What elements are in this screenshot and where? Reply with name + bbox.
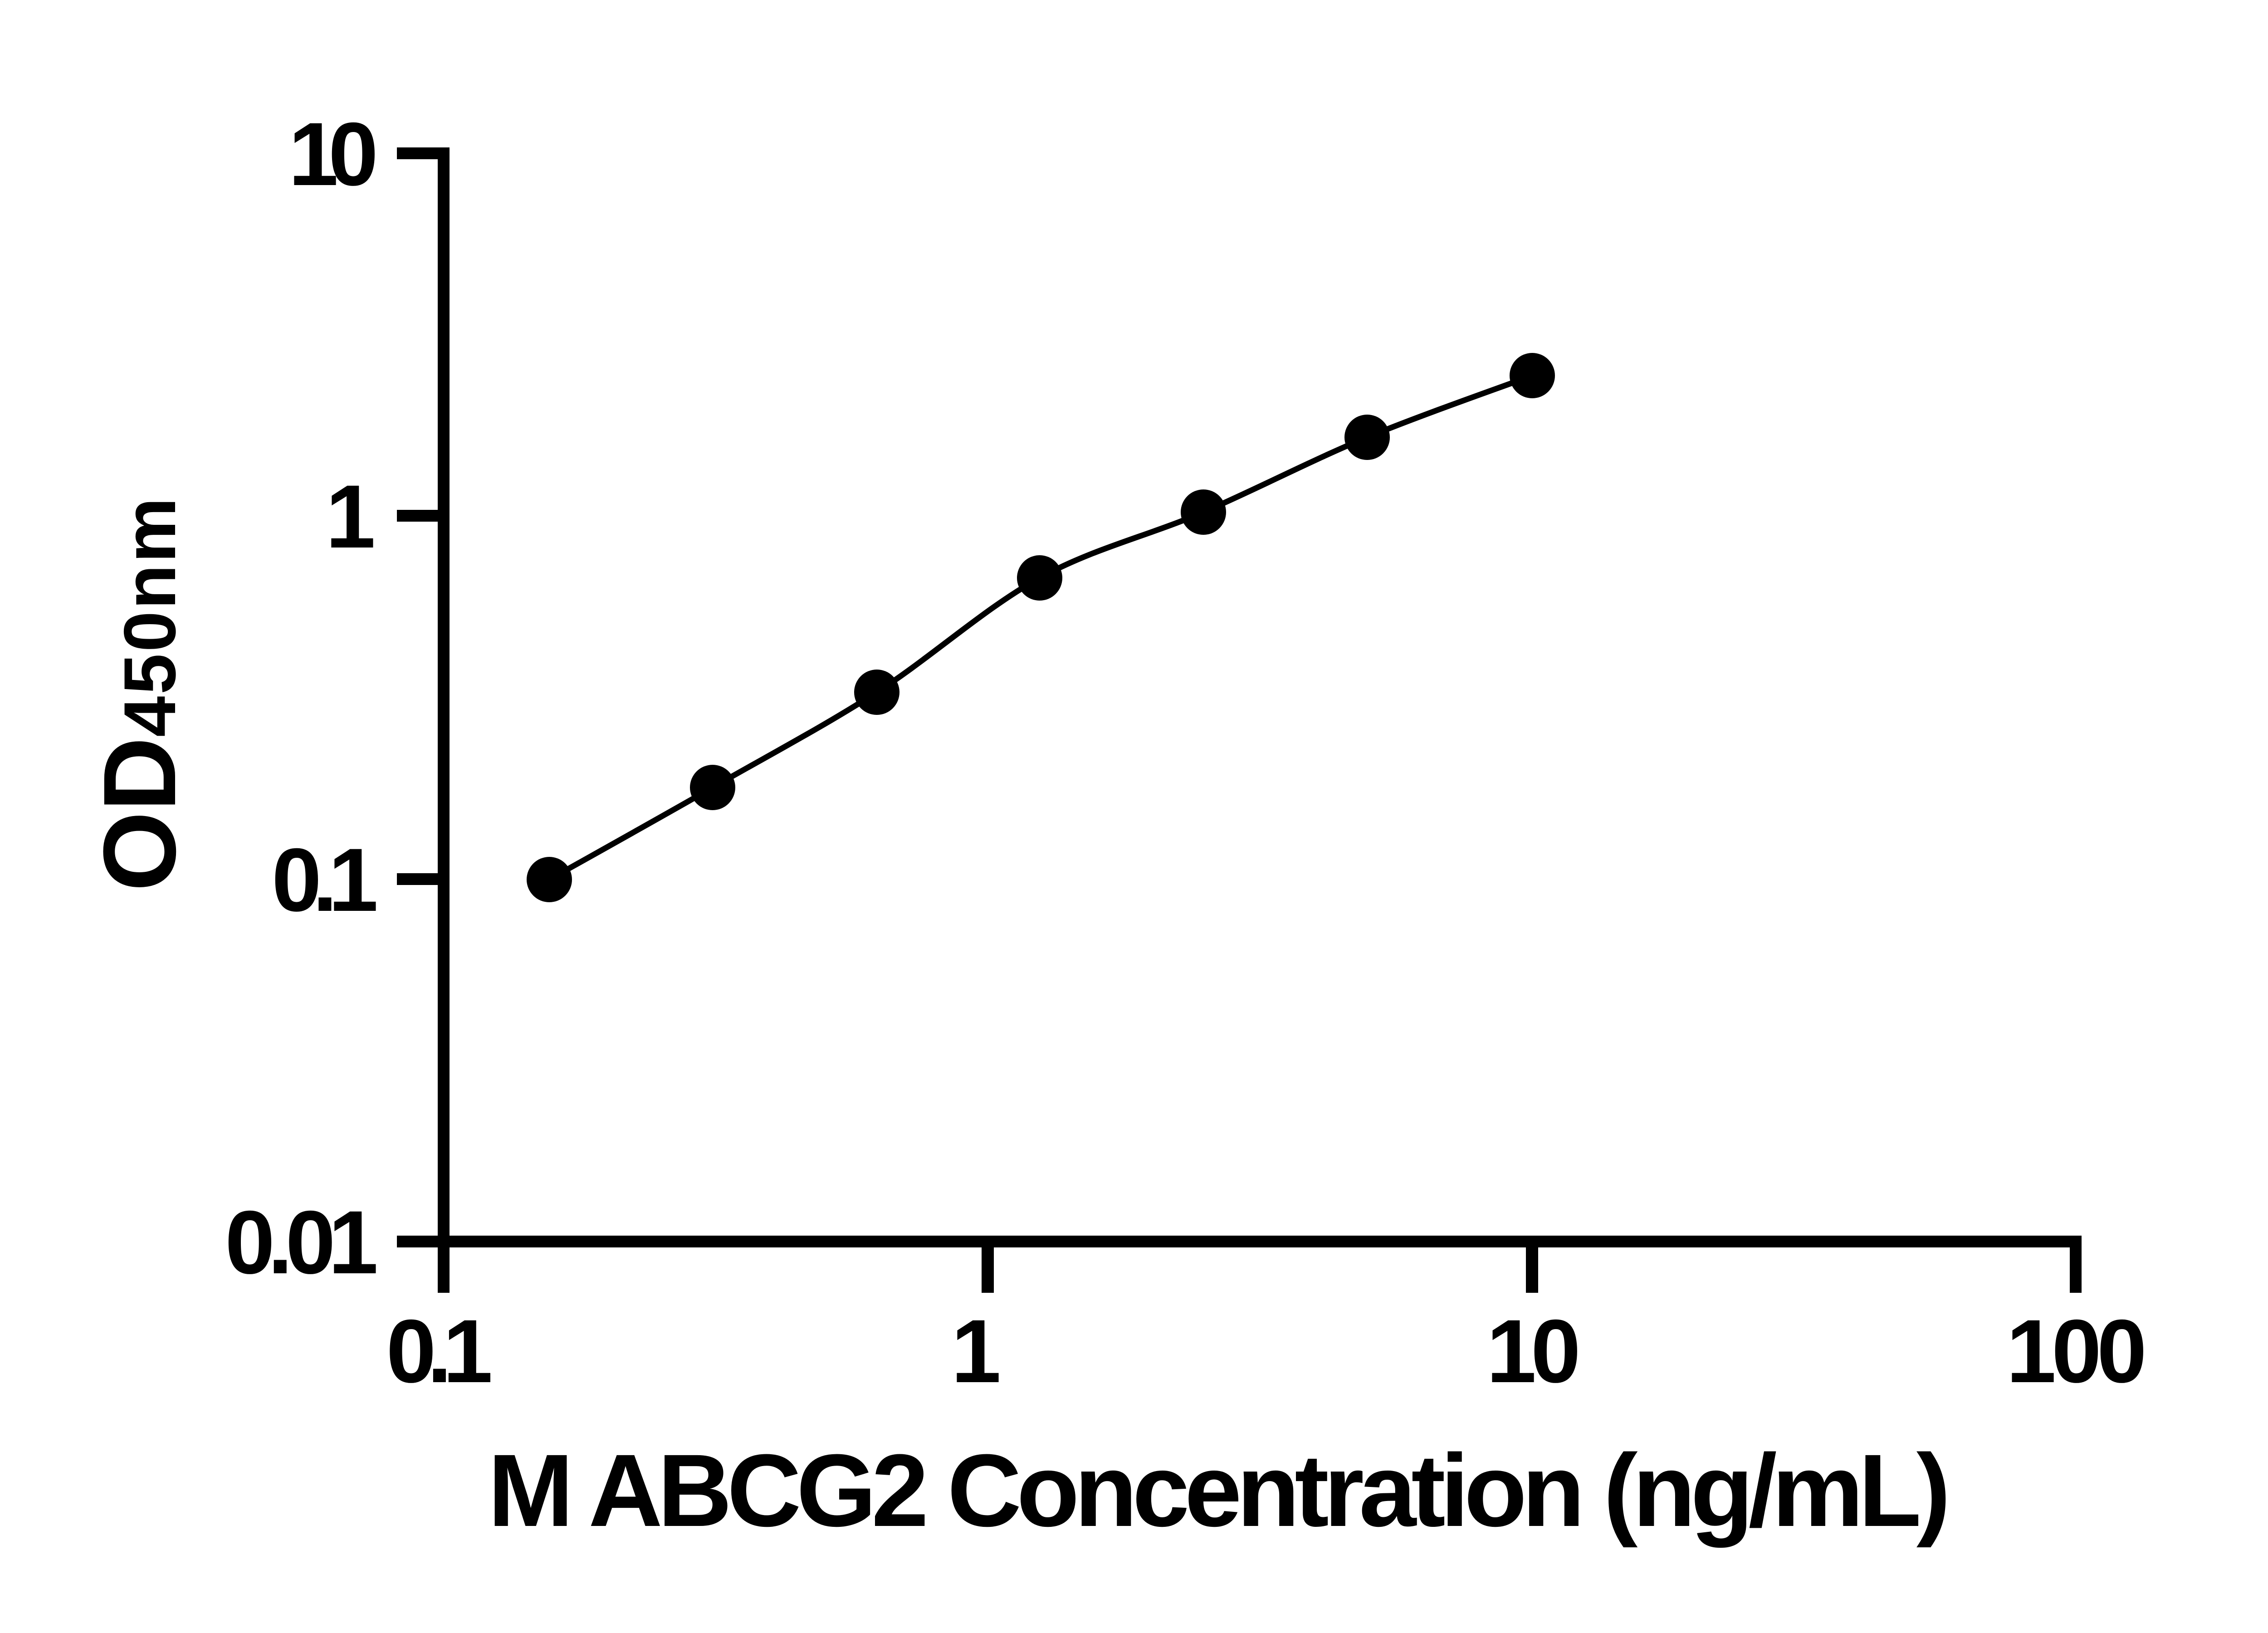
svg-text:10: 10 [288, 104, 378, 204]
svg-text:0.01: 0.01 [225, 1192, 378, 1292]
svg-text:M ABCG2 Concentration (ng/mL): M ABCG2 Concentration (ng/mL) [488, 1433, 1951, 1548]
svg-text:1: 1 [326, 466, 376, 567]
svg-text:1: 1 [951, 1301, 1001, 1401]
svg-text:0.1: 0.1 [272, 830, 378, 930]
svg-text:100: 100 [2006, 1301, 2147, 1401]
svg-text:10: 10 [1486, 1301, 1581, 1401]
svg-text:OD450nm: OD450nm [83, 498, 197, 892]
svg-text:0.1: 0.1 [386, 1301, 493, 1401]
